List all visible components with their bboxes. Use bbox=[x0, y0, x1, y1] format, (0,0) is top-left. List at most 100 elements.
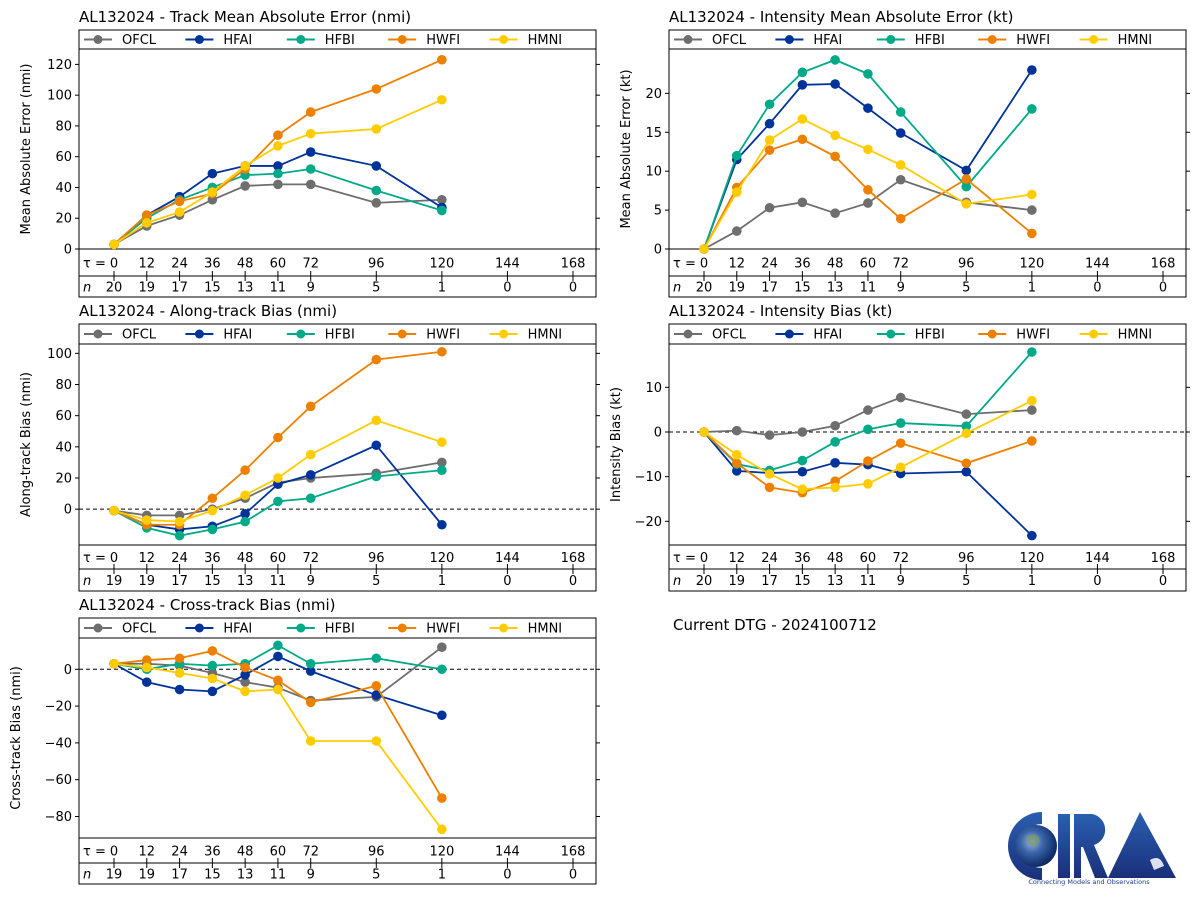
n-row-label: n bbox=[673, 281, 681, 296]
n-count-label: 5 bbox=[372, 868, 380, 883]
tau-tick-label: 168 bbox=[1151, 551, 1176, 566]
data-point-hwfi-tau96 bbox=[961, 458, 972, 469]
tau-tick-label: 120 bbox=[429, 845, 454, 860]
legend-label-ofcl: OFCL bbox=[712, 328, 747, 343]
data-point-hwfi-tau12 bbox=[141, 655, 152, 665]
legend-label-hmni: HMNI bbox=[528, 328, 563, 343]
data-point-hfai-tau96 bbox=[371, 440, 382, 451]
data-point-hwfi-tau72 bbox=[305, 697, 316, 708]
n-count-label: 0 bbox=[1093, 281, 1101, 296]
legend-marker-hfbi bbox=[886, 329, 896, 339]
legend-marker-hmni bbox=[499, 35, 509, 44]
tau-tick-label: 72 bbox=[302, 845, 319, 860]
legend-label-hmni: HMNI bbox=[528, 622, 563, 637]
data-point-hmni-tau48 bbox=[830, 130, 840, 141]
n-count-label: 13 bbox=[237, 281, 254, 296]
data-point-ofcl-tau96 bbox=[961, 409, 972, 419]
legend-marker-hfbi bbox=[296, 623, 306, 633]
legend-marker-hfai bbox=[194, 623, 204, 633]
data-point-ofcl-tau96 bbox=[371, 198, 382, 208]
y-tick-label: 120 bbox=[47, 58, 72, 73]
data-point-hmni-tau0 bbox=[699, 244, 709, 254]
axes-frame bbox=[668, 323, 1187, 592]
series-line-hwfi bbox=[113, 649, 443, 799]
legend-label-hfbi: HFBI bbox=[325, 328, 355, 343]
legend-label-ofcl: OFCL bbox=[712, 33, 747, 48]
legend-marker-hfbi bbox=[886, 35, 896, 44]
legend-label-hwfi: HWFI bbox=[426, 328, 460, 343]
logo-tagline: Connecting Models and Observations bbox=[1028, 878, 1150, 886]
data-point-hmni-tau48 bbox=[240, 686, 250, 697]
n-count-label: 11 bbox=[860, 281, 877, 296]
data-point-hfbi-tau96 bbox=[961, 421, 972, 431]
data-point-hmni-tau24 bbox=[174, 516, 185, 527]
data-point-hwfi-tau48 bbox=[830, 151, 840, 162]
data-point-hmni-tau0 bbox=[109, 505, 119, 516]
tau-tick-label: 60 bbox=[860, 257, 877, 272]
legend-item-hmni: HMNI bbox=[489, 622, 563, 637]
data-point-hwfi-tau60 bbox=[863, 456, 873, 466]
data-point-hmni-tau72 bbox=[305, 128, 316, 139]
legend-label-ofcl: OFCL bbox=[122, 622, 157, 637]
data-point-hfai-tau96 bbox=[961, 466, 972, 477]
tau-tick-label: 144 bbox=[495, 845, 520, 860]
tau-tick-label: 96 bbox=[958, 551, 975, 566]
n-count-label: 5 bbox=[372, 574, 380, 589]
data-point-hwfi-tau60 bbox=[273, 675, 283, 686]
tau-tick-label: 0 bbox=[700, 551, 708, 566]
data-point-hmni-tau12 bbox=[731, 187, 742, 197]
series-hfbi bbox=[109, 164, 447, 250]
data-point-hwfi-tau48 bbox=[240, 662, 250, 673]
tau-tick-label: 120 bbox=[1019, 257, 1044, 272]
data-point-ofcl-tau48 bbox=[830, 420, 840, 431]
y-tick-label: 40 bbox=[55, 440, 72, 455]
data-point-hfbi-tau48 bbox=[830, 55, 840, 65]
y-axis-label: Cross-track Bias (nmi) bbox=[9, 666, 24, 810]
data-point-hfbi-tau72 bbox=[305, 493, 316, 504]
series-line-hfbi bbox=[703, 58, 1033, 250]
n-count-label: 5 bbox=[962, 574, 970, 589]
legend-marker-ofcl bbox=[93, 35, 103, 44]
data-point-hwfi-tau96 bbox=[961, 174, 972, 184]
n-count-label: 19 bbox=[139, 868, 156, 883]
n-count-label: 13 bbox=[827, 281, 844, 296]
data-point-hmni-tau72 bbox=[895, 462, 906, 473]
tau-tick-label: 0 bbox=[110, 551, 118, 566]
tau-tick-label: 120 bbox=[1019, 551, 1044, 566]
data-point-hmni-tau36 bbox=[207, 187, 218, 197]
y-tick-label: 0 bbox=[64, 503, 72, 518]
data-point-hfbi-tau72 bbox=[305, 164, 316, 174]
logo-satellite-dish-icon bbox=[1150, 858, 1164, 870]
legend-marker-hfai bbox=[784, 35, 794, 44]
legend-marker-hmni bbox=[1089, 35, 1099, 44]
y-tick-label: 40 bbox=[55, 181, 72, 196]
legend-item-ofcl: OFCL bbox=[674, 33, 747, 48]
n-count-label: 0 bbox=[503, 281, 511, 296]
legend-label-hfbi: HFBI bbox=[325, 622, 355, 637]
y-tick-label: 80 bbox=[55, 378, 72, 393]
data-point-hmni-tau96 bbox=[371, 415, 382, 426]
n-count-label: 5 bbox=[962, 281, 970, 296]
data-point-hfai-tau72 bbox=[305, 666, 316, 676]
data-point-hfai-tau120 bbox=[1027, 530, 1037, 541]
chart-title: AL132024 - Intensity Bias (kt) bbox=[669, 302, 892, 320]
legend-item-hmni: HMNI bbox=[1079, 328, 1152, 343]
tau-tick-label: 96 bbox=[368, 845, 385, 860]
series-hmni bbox=[109, 94, 447, 250]
data-point-hwfi-tau12 bbox=[731, 458, 742, 469]
n-count-label: 1 bbox=[438, 574, 446, 589]
cira-logo: Connecting Models and Observations bbox=[1000, 810, 1178, 886]
legend-item-hfai: HFAI bbox=[775, 33, 842, 48]
legend-item-hwfi: HWFI bbox=[388, 33, 460, 48]
tau-tick-label: 168 bbox=[561, 551, 586, 566]
n-count-label: 11 bbox=[270, 281, 287, 296]
data-point-ofcl-tau120 bbox=[1027, 205, 1037, 215]
data-point-hfai-tau96 bbox=[961, 165, 972, 176]
tau-tick-label: 72 bbox=[892, 257, 909, 272]
data-point-hwfi-tau72 bbox=[895, 438, 906, 448]
y-tick-label: −20 bbox=[635, 515, 662, 530]
data-point-hmni-tau0 bbox=[109, 658, 119, 669]
legend-item-hwfi: HWFI bbox=[978, 33, 1050, 48]
tau-tick-label: 96 bbox=[958, 257, 975, 272]
chart-along-track-bias: AL132024 - Along-track Bias (nmi) OFCL HFA… bbox=[19, 302, 600, 592]
